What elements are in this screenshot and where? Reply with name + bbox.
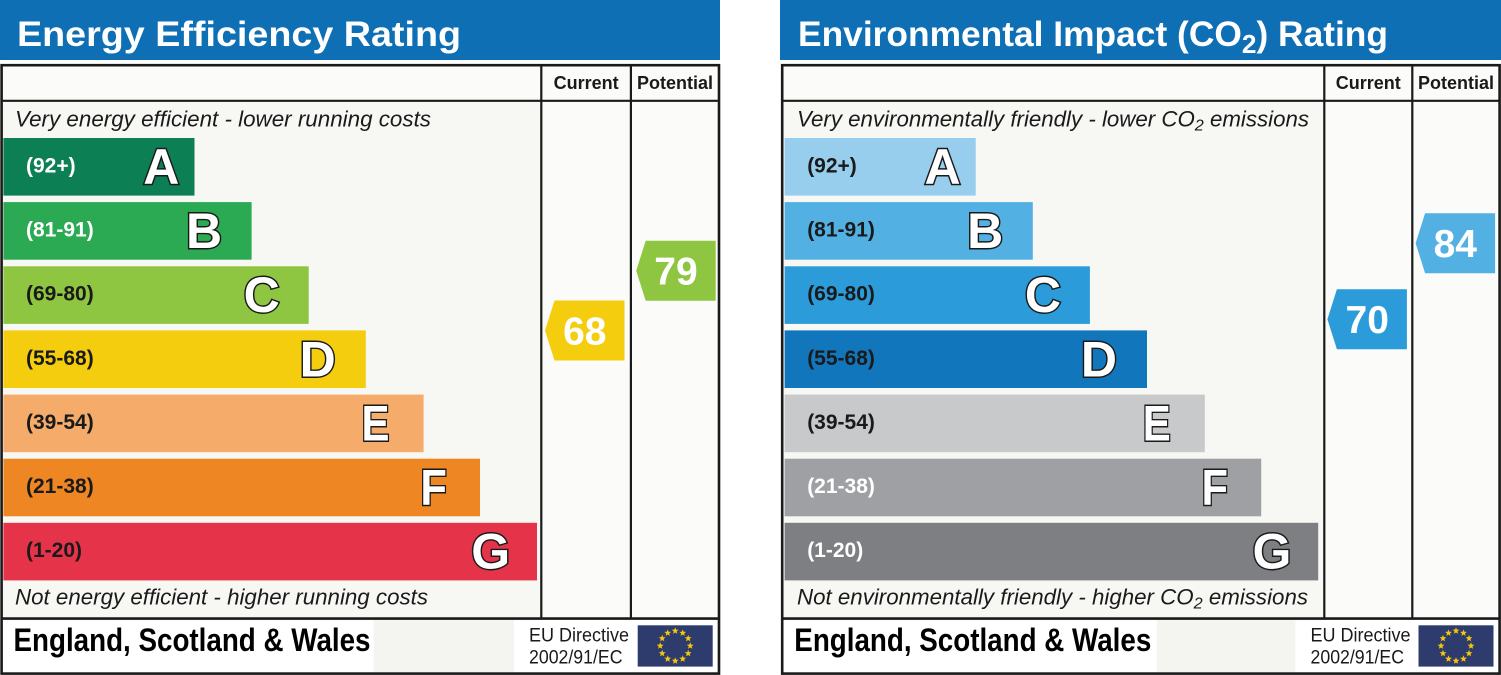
svg-text:F: F <box>420 460 447 516</box>
svg-text:Very energy efficient - lower: Very energy efficient - lower running co… <box>15 107 431 132</box>
svg-text:F: F <box>1202 460 1229 516</box>
svg-text:EU Directive: EU Directive <box>1311 626 1411 647</box>
svg-text:Potential: Potential <box>1418 73 1494 93</box>
svg-text:(39-54): (39-54) <box>26 411 94 434</box>
svg-text:(1-20): (1-20) <box>807 539 863 562</box>
svg-text:(1-20): (1-20) <box>26 539 82 562</box>
svg-text:C: C <box>1025 267 1061 323</box>
svg-text:D: D <box>1081 331 1117 387</box>
svg-text:B: B <box>967 203 1003 259</box>
svg-text:(21-38): (21-38) <box>26 475 94 498</box>
svg-text:Not environmentally friendly -: Not environmentally friendly - higher CO… <box>797 585 1308 613</box>
svg-text:Environmental Impact (CO2) Rat: Environmental Impact (CO 2) Rating <box>798 15 1388 59</box>
svg-text:(21-38): (21-38) <box>807 475 875 498</box>
svg-text:Energy Efficiency Rating: Energy Efficiency Rating <box>17 15 461 54</box>
svg-text:Potential: Potential <box>637 73 713 93</box>
svg-text:G: G <box>1252 524 1291 580</box>
svg-text:EU Directive: EU Directive <box>529 626 629 647</box>
svg-text:(81-91): (81-91) <box>807 219 875 242</box>
svg-text:A: A <box>143 139 179 195</box>
svg-text:E: E <box>362 396 390 452</box>
svg-text:England, Scotland & Wales: England, Scotland & Wales <box>794 622 1151 658</box>
svg-text:70: 70 <box>1346 299 1389 342</box>
svg-text:(69-80): (69-80) <box>26 283 94 306</box>
svg-text:England, Scotland & Wales: England, Scotland & Wales <box>14 622 371 658</box>
svg-text:(39-54): (39-54) <box>807 411 875 434</box>
svg-text:Current: Current <box>1336 73 1401 93</box>
svg-text:B: B <box>186 203 222 259</box>
svg-text:84: 84 <box>1434 223 1478 266</box>
svg-text:2002/91/EC: 2002/91/EC <box>529 648 623 669</box>
svg-text:Not energy efficient - higher: Not energy efficient - higher running co… <box>15 585 428 610</box>
svg-text:(92+): (92+) <box>26 154 76 177</box>
svg-text:68: 68 <box>563 310 606 353</box>
svg-text:G: G <box>471 524 510 580</box>
svg-text:(55-68): (55-68) <box>807 347 875 370</box>
svg-text:(81-91): (81-91) <box>26 219 94 242</box>
svg-text:79: 79 <box>654 251 697 294</box>
svg-text:(92+): (92+) <box>807 154 857 177</box>
svg-text:D: D <box>300 331 336 387</box>
svg-text:(69-80): (69-80) <box>807 283 875 306</box>
svg-text:(55-68): (55-68) <box>26 347 94 370</box>
svg-text:Very environmentally friendly: Very environmentally friendly - lower CO… <box>797 107 1309 135</box>
svg-text:E: E <box>1143 396 1171 452</box>
svg-text:A: A <box>924 139 960 195</box>
svg-text:Current: Current <box>554 73 619 93</box>
svg-text:C: C <box>244 267 280 323</box>
svg-text:2002/91/EC: 2002/91/EC <box>1311 648 1405 669</box>
